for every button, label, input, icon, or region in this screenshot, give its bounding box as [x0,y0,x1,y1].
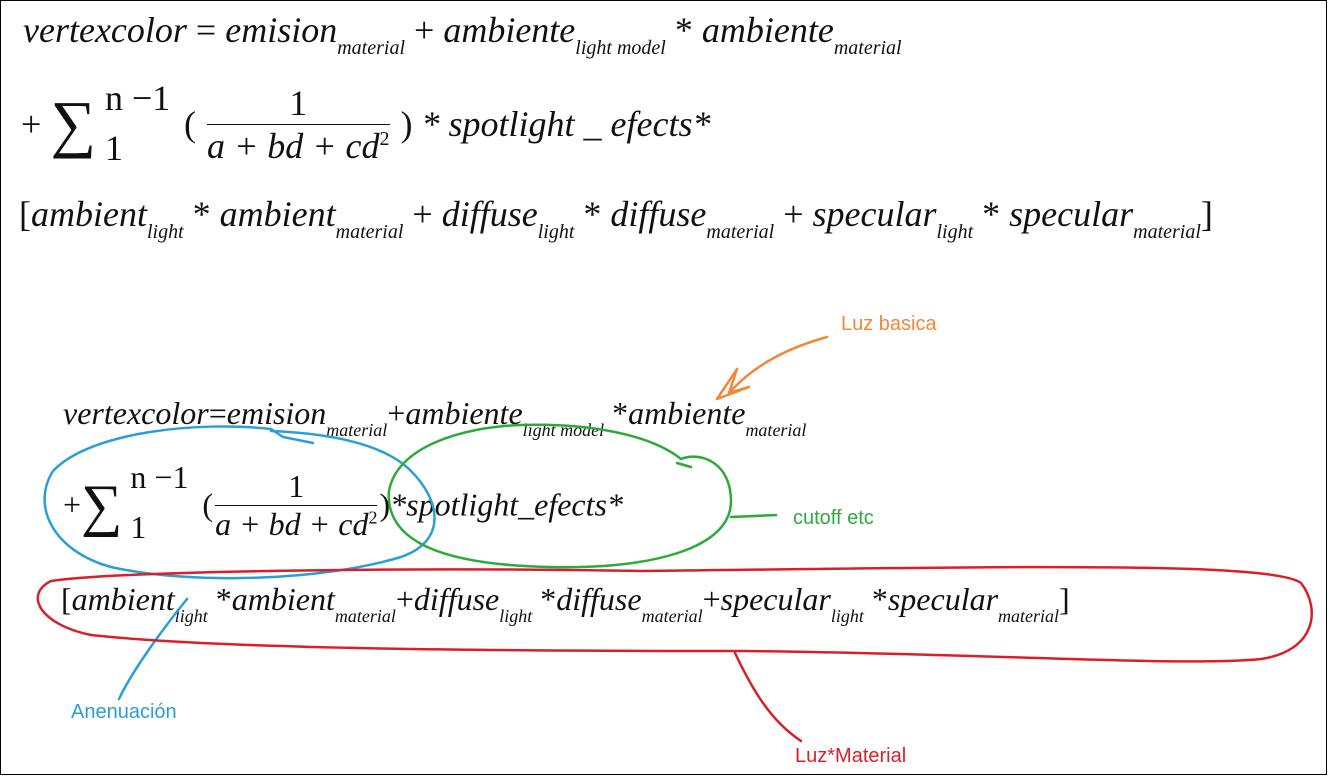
luz-material-loop [36,565,1313,743]
fraction-numerator: 1 [288,467,305,504]
subscript-material: material [335,221,404,243]
close-paren: ) [400,104,413,144]
subscript-material: material [326,420,388,440]
subscript-material: material [833,37,902,59]
sum-upper-limit: n −1 [104,78,171,118]
plus-sign: + [395,581,414,617]
lhs-vertexcolor: vertexcolor [63,395,209,431]
subscript-material: material [1133,221,1201,243]
plus-sign: + [21,104,42,144]
term-emision: emision [225,10,338,50]
bottom-equation-line-3: [ambientlight *ambientmaterial+diffuseli… [61,581,1070,627]
term-ambient-material: ambient [219,194,336,234]
star-sign: * [215,581,232,617]
left-bracket: [ [19,194,31,234]
subscript-material: material [641,606,703,626]
lhs-vertexcolor: vertexcolor [23,10,187,50]
top-equation-line-1: vertexcolor = emisionmaterial + ambiente… [23,9,902,60]
fraction-bar [206,123,390,125]
spotlight-term: *spotlight_efects* [390,486,623,523]
star-sign: * [674,10,693,50]
subscript-material: material [998,606,1060,626]
luz-material-label: Luz*Material [795,745,907,767]
equals-sign: = [195,10,217,50]
term-diffuse-light: diffuse [441,194,538,234]
term-ambient-light: ambient [71,581,175,617]
sum-lower-limit: 1 [104,128,123,168]
top-equation-line-3: [ambientlight * ambientmaterial + diffus… [19,193,1213,244]
spotlight-term: * spotlight _ efects* [421,104,711,144]
plus-sign: + [387,395,406,431]
term-specular-material: specular [887,581,999,617]
fraction-denominator: a + bd + cd2 [215,505,378,542]
subscript-material: material [337,37,406,59]
open-paren: ( [183,104,196,144]
fraction: 1 a + bd + cd2 [215,467,378,543]
term-ambient-material: ambient [231,581,335,617]
subscript-light: light [146,221,184,243]
left-bracket: [ [61,581,72,617]
plus-sign: + [412,194,433,234]
subscript-light: light [537,221,575,243]
equals-sign: = [208,395,227,431]
cutoff-loop [387,423,778,569]
bottom-equation-line-1: vertexcolor=emisionmaterial+ambienteligh… [63,395,806,441]
bottom-equation-line-2: +∑ n −1 1 ( 1 a + bd + cd2 )*spotlight_e… [63,459,623,547]
subscript-material: material [745,420,807,440]
term-ambiente: ambiente [443,10,576,50]
term-specular-light: specular [812,194,937,234]
top-equation-line-2: + ∑ n −1 1 ( 1 a + bd + cd2 ) * spotligh… [21,78,711,169]
subscript-light-model: light model [575,37,666,59]
atenuacion-label: Anenuación [71,701,177,723]
right-bracket: ] [1059,581,1070,617]
subscript-light: light [830,606,864,626]
term-ambiente-material: ambiente [701,10,834,50]
plus-sign: + [63,486,82,523]
subscript-material: material [706,221,775,243]
star-sign: * [540,581,557,617]
term-diffuse-light: diffuse [413,581,500,617]
luz-basica-arrow [715,335,829,401]
star-sign: * [612,395,629,431]
term-emision: emision [226,395,327,431]
subscript-light: light [936,221,974,243]
subscript-material: material [334,606,396,626]
star-sign: * [982,194,1001,234]
star-sign: * [192,194,211,234]
fraction-bar [215,504,378,506]
star-sign: * [583,194,602,234]
term-specular-material: specular [1009,194,1134,234]
plus-sign: + [414,10,435,50]
fraction: 1 a + bd + cd2 [206,82,390,167]
open-paren: ( [202,486,214,523]
close-paren: ) [379,486,391,523]
right-bracket: ] [1200,194,1213,234]
sigma-symbol: ∑ [50,88,96,159]
attenuation-loop [43,425,436,701]
subscript-light: light [174,606,208,626]
star-sign: * [871,581,888,617]
term-diffuse-material: diffuse [556,581,642,617]
term-diffuse-material: diffuse [610,194,707,234]
sum-upper-limit: n −1 [130,459,189,495]
plus-sign: + [702,581,721,617]
sigma-symbol: ∑ [81,472,123,538]
luz-basica-label: Luz basica [841,313,937,335]
cutoff-label: cutoff etc [793,507,874,529]
fraction-denominator: a + bd + cd2 [206,125,390,166]
plus-sign: + [783,194,804,234]
fraction-numerator: 1 [289,82,308,123]
subscript-light: light [499,606,533,626]
sum-lower-limit: 1 [130,509,147,545]
term-ambient-light: ambient [31,194,147,234]
term-specular-light: specular [720,581,831,617]
term-ambiente-material: ambiente [628,395,746,431]
